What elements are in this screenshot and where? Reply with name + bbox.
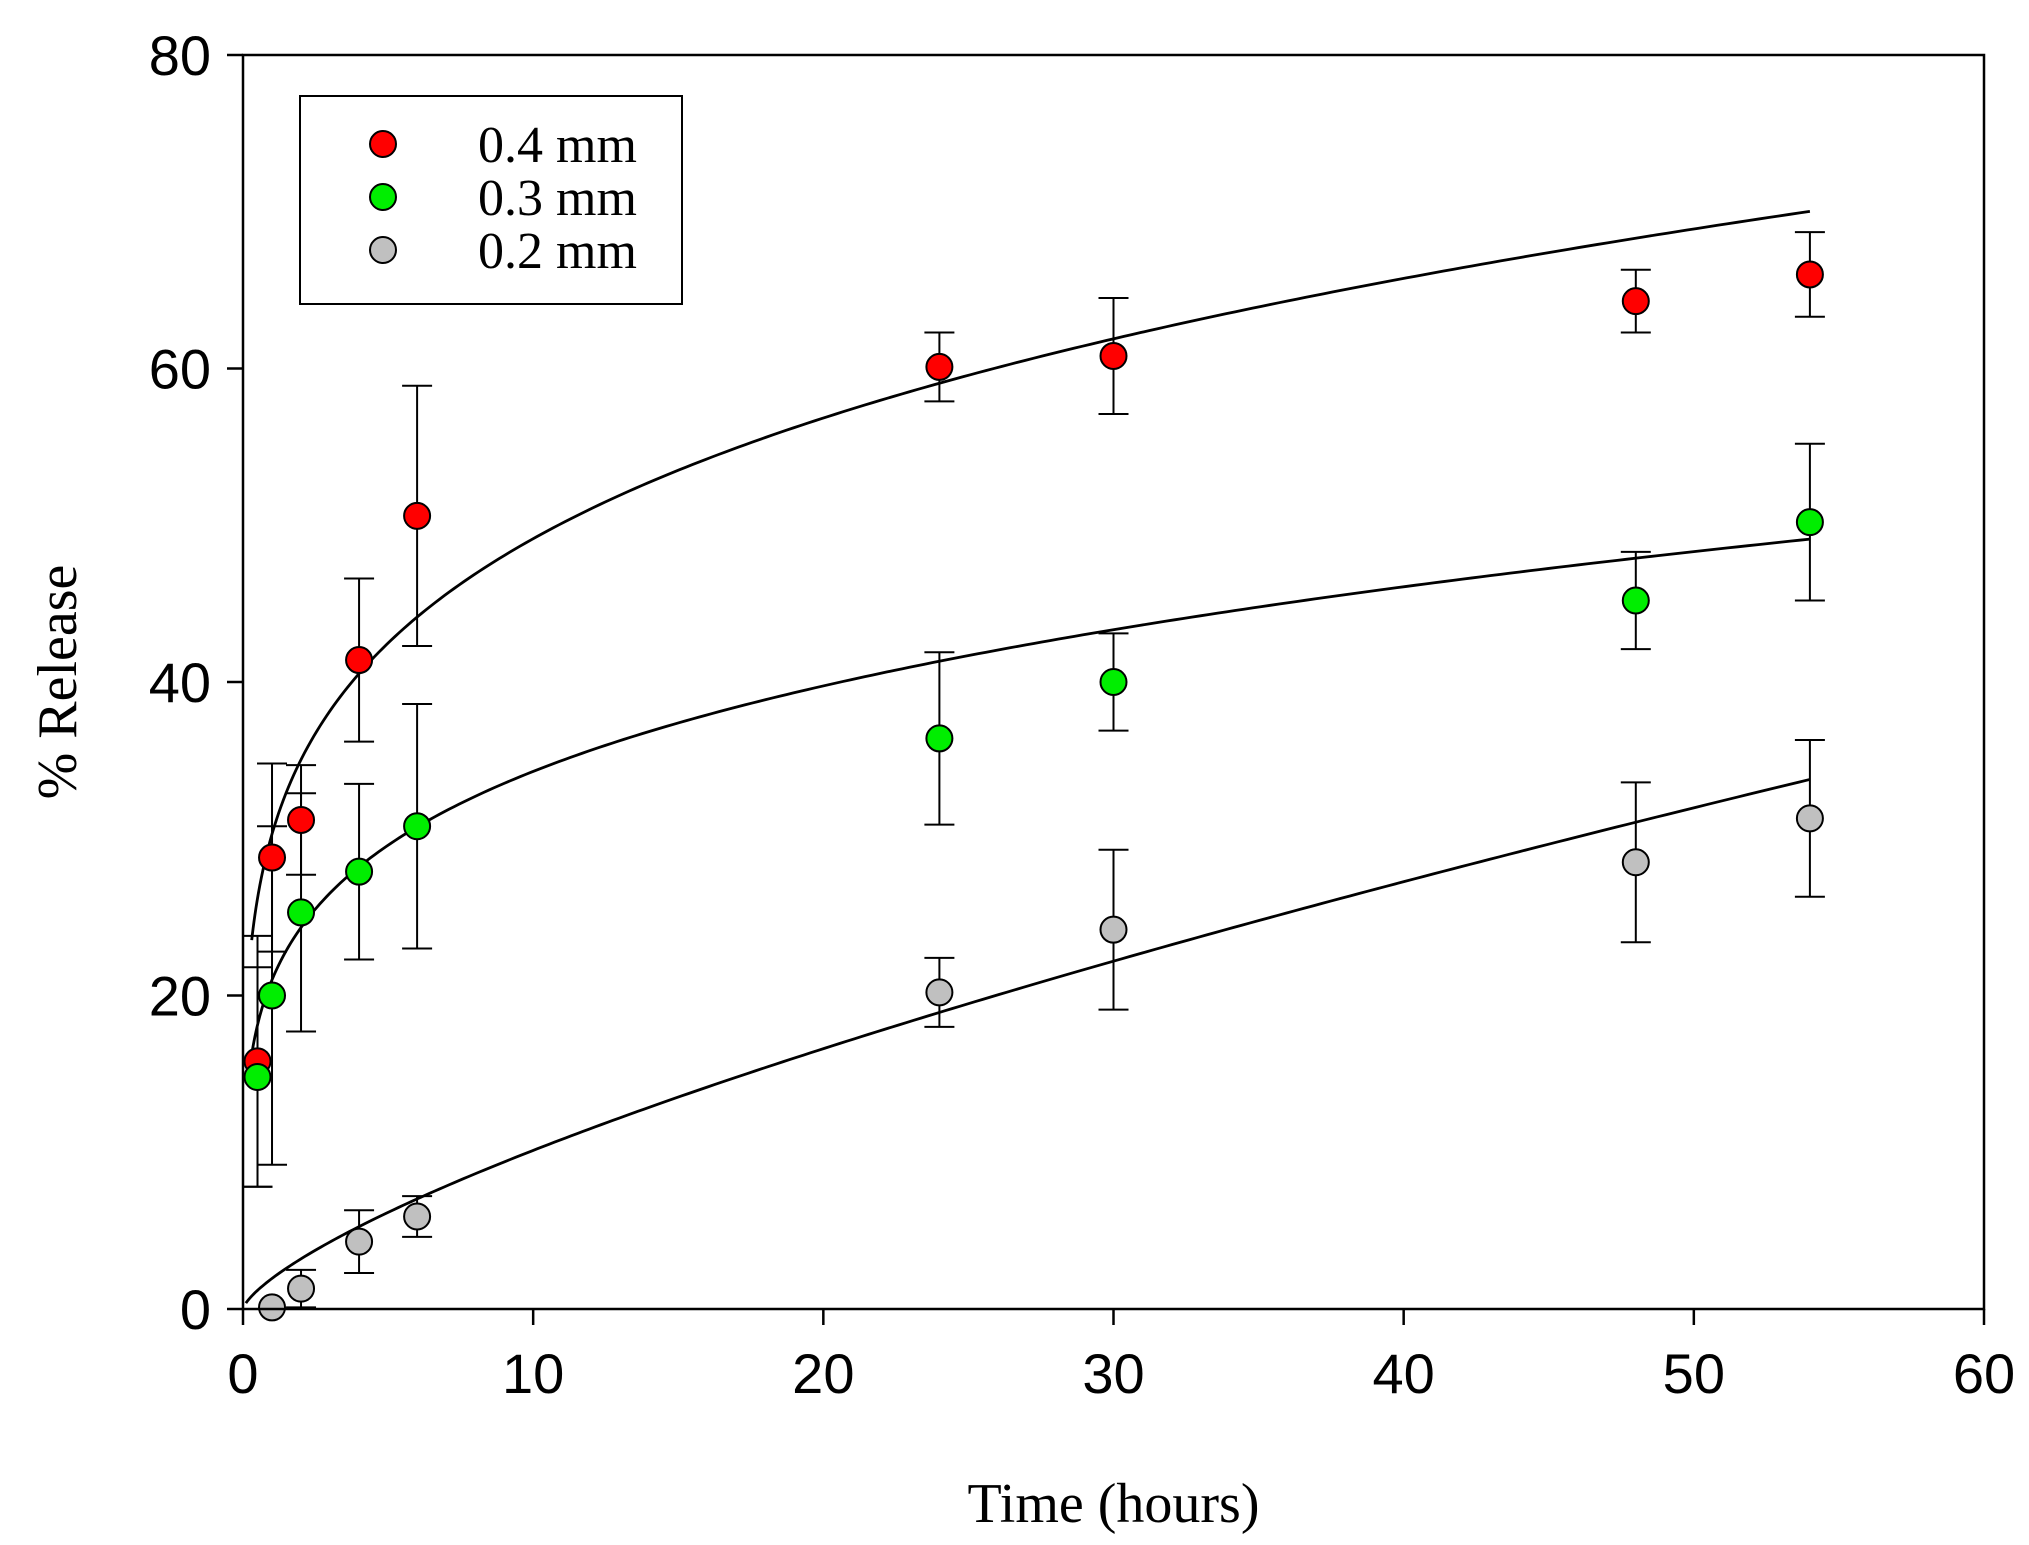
point-0-2-mm-2 — [345, 1227, 374, 1256]
point-0-4-mm-3 — [345, 646, 374, 675]
y-tick-label-20: 20 — [149, 965, 211, 1028]
y-tick-label-0: 0 — [180, 1278, 211, 1341]
point-0-3-mm-2 — [287, 898, 316, 927]
x-axis-ticks: 0 10 20 30 40 50 60 — [227, 1309, 2015, 1405]
y-tick-label-80: 80 — [149, 24, 211, 87]
point-0-4-mm-1 — [258, 843, 287, 872]
x-axis-title: Time (hours) — [968, 1473, 1260, 1535]
point-0-2-mm-6 — [1621, 848, 1650, 877]
point-0-2-mm-5 — [1099, 915, 1128, 944]
point-0-3-mm-7 — [1621, 586, 1650, 615]
x-tick-label-10: 10 — [502, 1342, 564, 1405]
legend-label-0-4-mm: 0.4 mm — [478, 117, 637, 174]
fit-curve-0-4-mm — [250, 209, 1811, 941]
legend-box — [299, 95, 683, 305]
point-0-3-mm-5 — [925, 724, 954, 753]
legend-marker-0-3-mm — [369, 183, 397, 211]
legend-label-0-3-mm: 0.3 mm — [478, 170, 637, 227]
point-0-3-mm-0 — [243, 1063, 272, 1092]
fit-curve-0-3-mm — [250, 537, 1811, 1055]
legend-marker-0-4-mm — [369, 130, 397, 158]
x-tick-label-30: 30 — [1082, 1342, 1144, 1405]
x-tick-label-50: 50 — [1663, 1342, 1725, 1405]
error-bars — [242, 231, 1825, 1309]
point-0-2-mm-3 — [403, 1202, 432, 1231]
x-tick-label-60: 60 — [1953, 1342, 2015, 1405]
y-tick-label-40: 40 — [149, 651, 211, 714]
point-0-4-mm-5 — [925, 352, 954, 381]
fit-curves — [244, 209, 1811, 1304]
point-0-4-mm-4 — [403, 501, 432, 530]
y-axis-ticks: 0 20 40 60 80 — [149, 24, 243, 1341]
point-0-2-mm-1 — [287, 1274, 316, 1303]
point-0-4-mm-6 — [1099, 341, 1128, 370]
point-0-3-mm-6 — [1099, 668, 1128, 696]
y-axis-title: % Release — [27, 565, 89, 800]
point-0-2-mm-4 — [925, 978, 954, 1007]
point-0-2-mm-0 — [258, 1293, 287, 1322]
point-0-3-mm-4 — [403, 812, 432, 841]
point-0-4-mm-8 — [1795, 260, 1824, 289]
legend: 0.4 mm0.3 mm0.2 mm — [299, 95, 683, 305]
data-points — [243, 260, 1824, 1322]
point-0-3-mm-1 — [258, 981, 287, 1010]
point-0-3-mm-8 — [1795, 508, 1824, 537]
legend-label-0-2-mm: 0.2 mm — [478, 223, 637, 280]
x-tick-label-20: 20 — [792, 1342, 854, 1405]
point-0-2-mm-7 — [1795, 804, 1824, 833]
point-0-4-mm-7 — [1621, 287, 1650, 316]
x-tick-label-0: 0 — [227, 1342, 258, 1405]
point-0-4-mm-2 — [287, 805, 316, 834]
y-tick-label-60: 60 — [149, 338, 211, 401]
x-tick-label-40: 40 — [1373, 1342, 1435, 1405]
point-0-3-mm-3 — [345, 857, 374, 886]
fit-curve-0-2-mm — [244, 778, 1811, 1304]
legend-marker-0-2-mm — [369, 236, 397, 264]
